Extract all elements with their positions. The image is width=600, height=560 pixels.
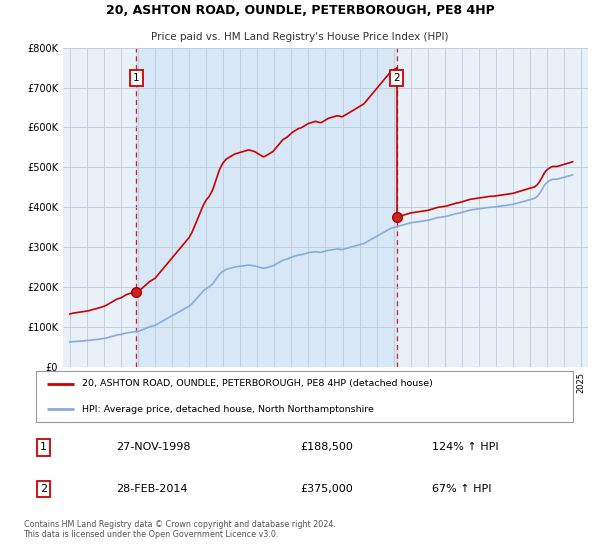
Text: Contains HM Land Registry data © Crown copyright and database right 2024.
This d: Contains HM Land Registry data © Crown c…	[23, 520, 335, 539]
Text: 20, ASHTON ROAD, OUNDLE, PETERBOROUGH, PE8 4HP: 20, ASHTON ROAD, OUNDLE, PETERBOROUGH, P…	[106, 4, 494, 17]
Text: £375,000: £375,000	[300, 484, 353, 494]
Text: £188,500: £188,500	[300, 442, 353, 452]
Text: 2: 2	[393, 73, 400, 83]
Text: 124% ↑ HPI: 124% ↑ HPI	[433, 442, 499, 452]
Text: HPI: Average price, detached house, North Northamptonshire: HPI: Average price, detached house, Nort…	[82, 405, 374, 414]
Text: 28-FEB-2014: 28-FEB-2014	[116, 484, 187, 494]
Bar	[136, 48, 397, 367]
Text: Price paid vs. HM Land Registry's House Price Index (HPI): Price paid vs. HM Land Registry's House …	[151, 32, 449, 42]
Text: 67% ↑ HPI: 67% ↑ HPI	[433, 484, 492, 494]
Text: 1: 1	[40, 442, 47, 452]
Text: 27-NOV-1998: 27-NOV-1998	[116, 442, 190, 452]
FancyBboxPatch shape	[36, 371, 573, 422]
Text: 1: 1	[133, 73, 140, 83]
Text: 2: 2	[40, 484, 47, 494]
Text: 20, ASHTON ROAD, OUNDLE, PETERBOROUGH, PE8 4HP (detached house): 20, ASHTON ROAD, OUNDLE, PETERBOROUGH, P…	[82, 379, 433, 388]
